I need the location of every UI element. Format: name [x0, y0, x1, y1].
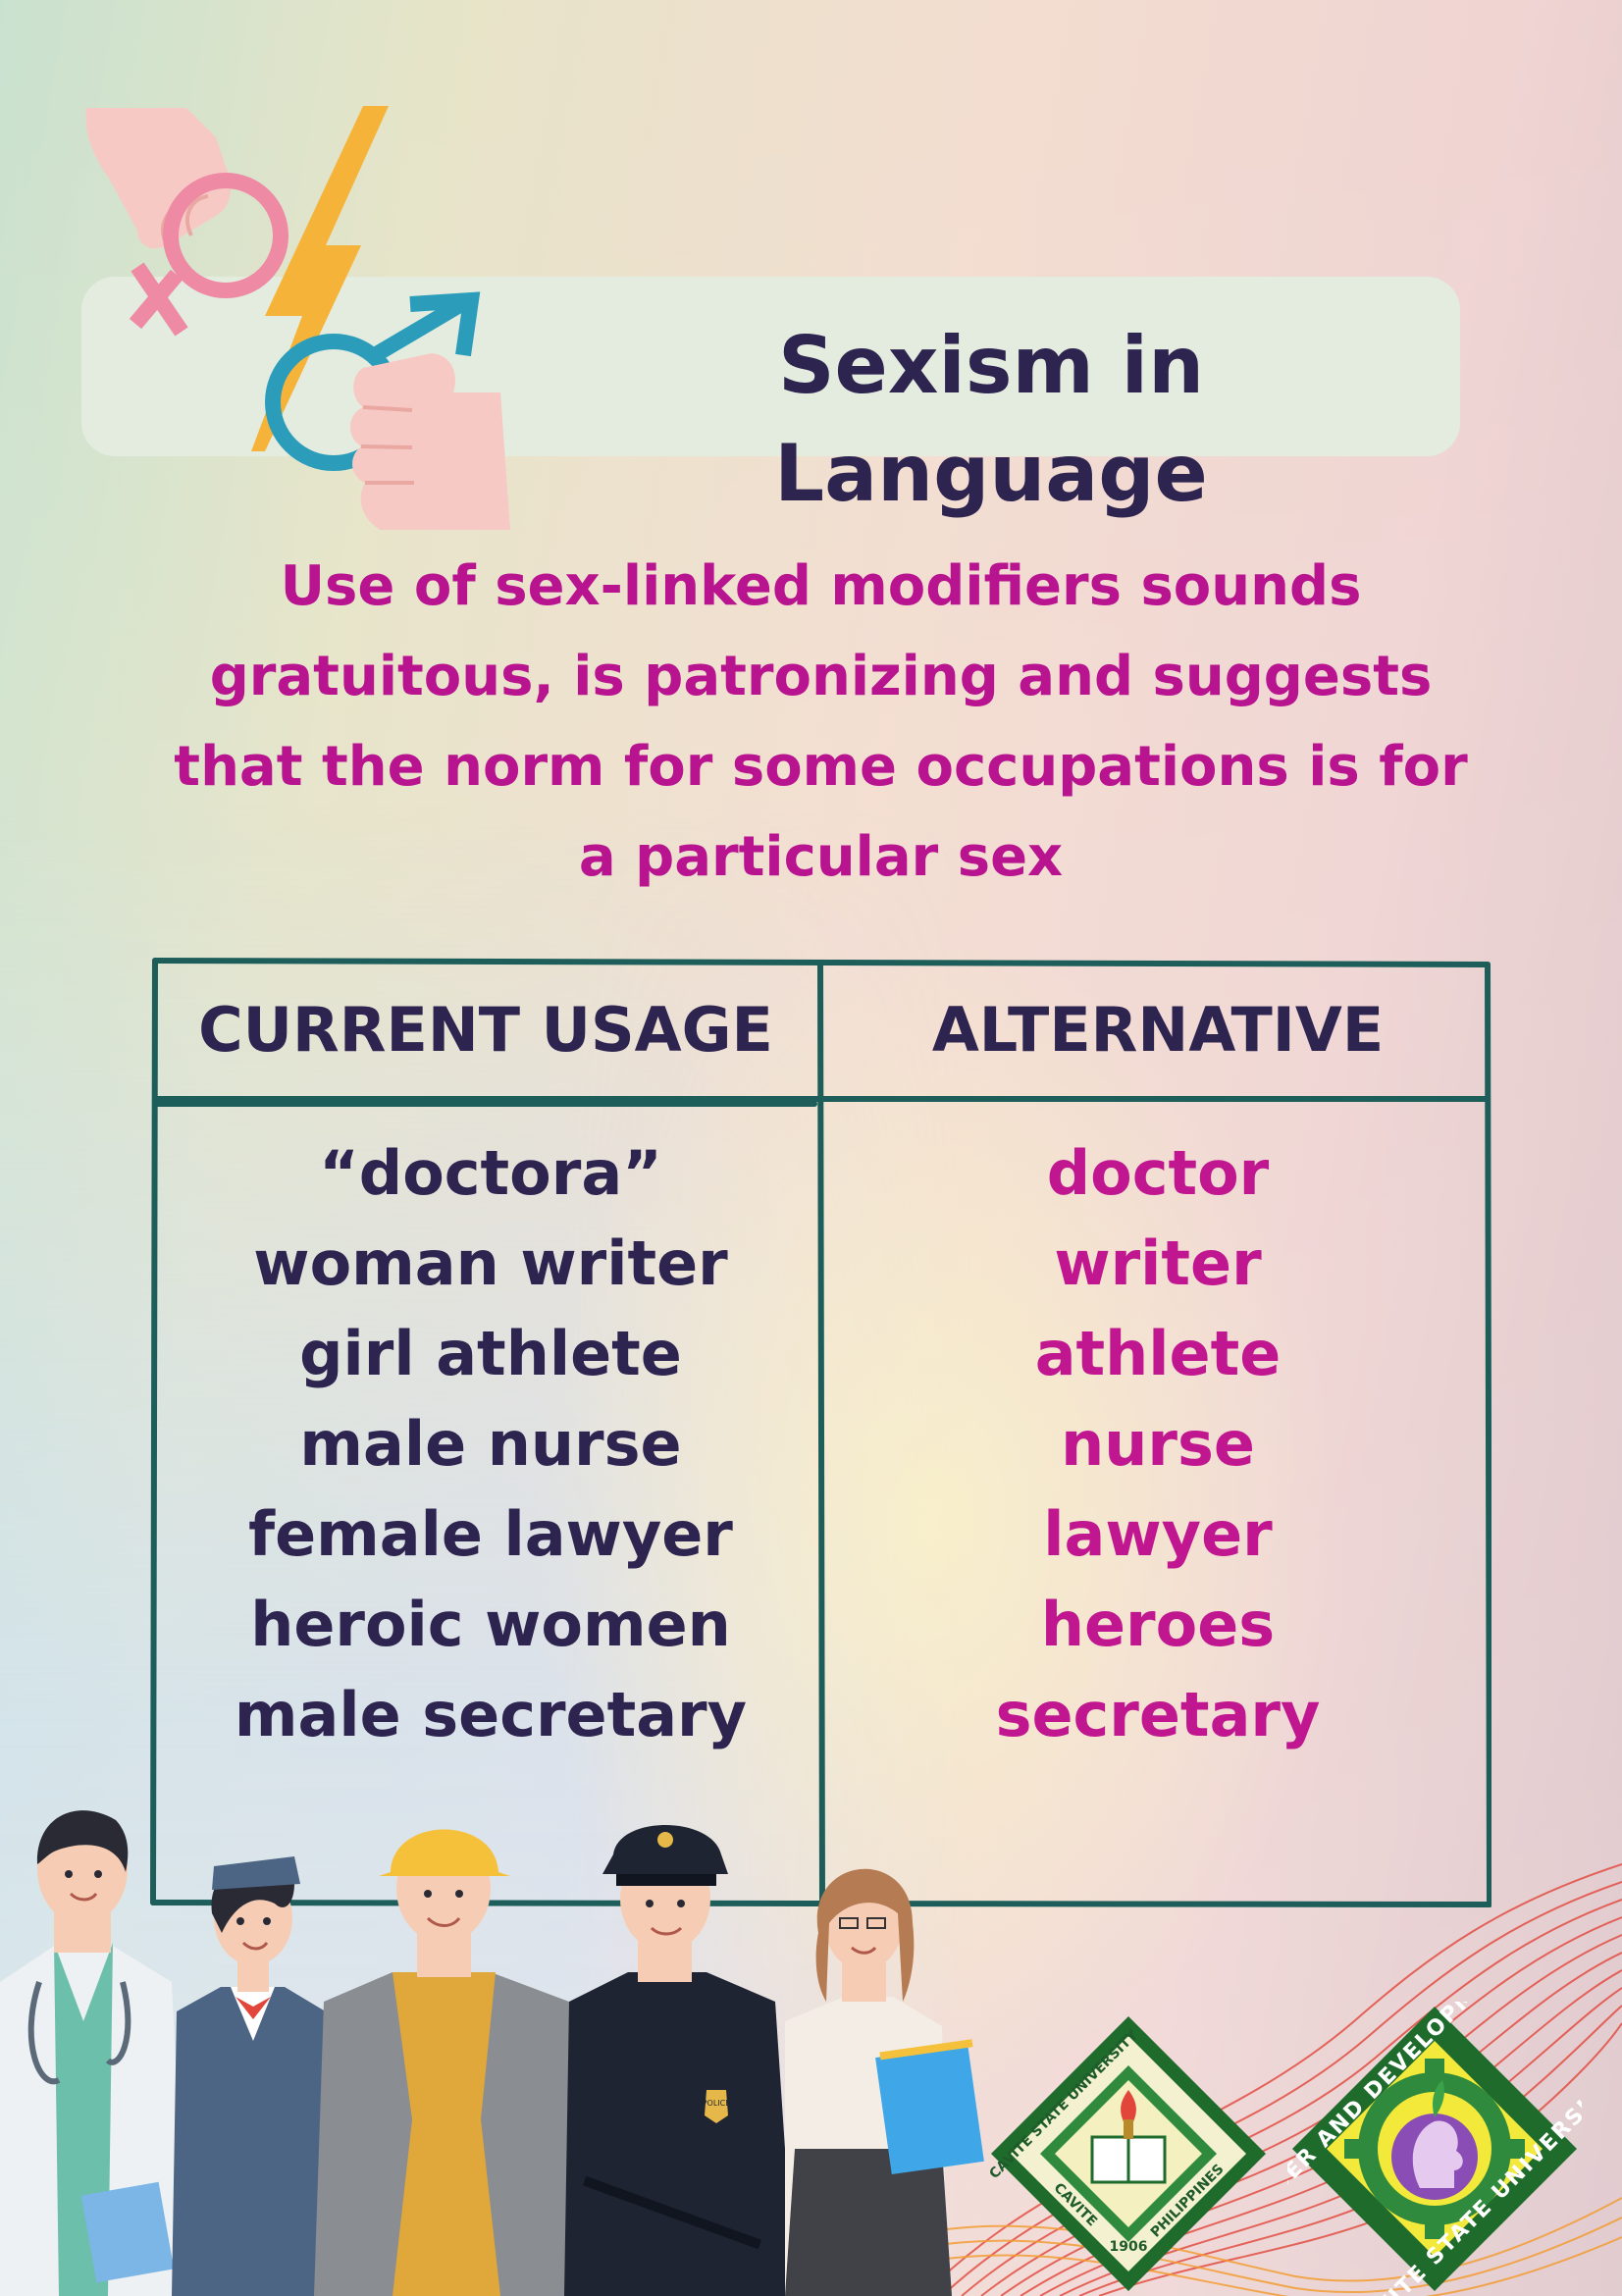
current-usage-item: male secretary	[234, 1679, 748, 1750]
current-usage-column: “doctora” woman writer girl athlete male…	[157, 1128, 824, 1760]
cvsu-logo-year: 1906	[1110, 2239, 1148, 2255]
alternative-item: writer	[1054, 1227, 1262, 1299]
police-badge-text: POLICE	[703, 2099, 731, 2108]
occupations-illustration: POLICE	[0, 1810, 984, 2296]
header-alternative: ALTERNATIVE	[931, 994, 1385, 1066]
hand-icon	[349, 353, 510, 530]
alternative-item: athlete	[1034, 1318, 1282, 1389]
gender-symbols-illustration	[85, 106, 510, 530]
current-usage-item: girl athlete	[299, 1318, 682, 1389]
cvsu-logo: 1906 CAVITE STATE UNIVERSITY CAVITE PHIL…	[986, 2016, 1266, 2291]
page-title: Sexism in Language	[774, 320, 1208, 519]
alternative-item: heroes	[1040, 1589, 1276, 1660]
current-usage-item: woman writer	[253, 1227, 728, 1299]
female-symbol-icon	[129, 173, 288, 337]
construction-worker-figure	[314, 1829, 589, 2296]
current-usage-item: heroic women	[250, 1589, 731, 1660]
doctor-figure	[0, 1810, 186, 2296]
alternative-item: lawyer	[1043, 1498, 1273, 1570]
alternative-item: doctor	[1046, 1137, 1270, 1209]
current-usage-item: female lawyer	[248, 1498, 733, 1570]
alternative-column: doctor writer athlete nurse lawyer heroe…	[824, 1128, 1491, 1760]
police-officer-figure: POLICE	[564, 1825, 795, 2296]
current-usage-item: “doctora”	[319, 1137, 662, 1209]
gad-logo: GENDER AND DEVELOPMENT CAVITE STATE UNIV…	[1287, 2002, 1582, 2296]
flight-attendant-figure	[172, 1856, 339, 2296]
subtitle: Use of sex-linked modifiers sounds gratu…	[174, 554, 1468, 889]
teacher-figure	[785, 1868, 984, 2296]
alternative-item: secretary	[995, 1679, 1321, 1750]
current-usage-item: male nurse	[299, 1408, 682, 1480]
header-current-usage: CURRENT USAGE	[198, 994, 773, 1066]
alternative-item: nurse	[1061, 1408, 1255, 1480]
